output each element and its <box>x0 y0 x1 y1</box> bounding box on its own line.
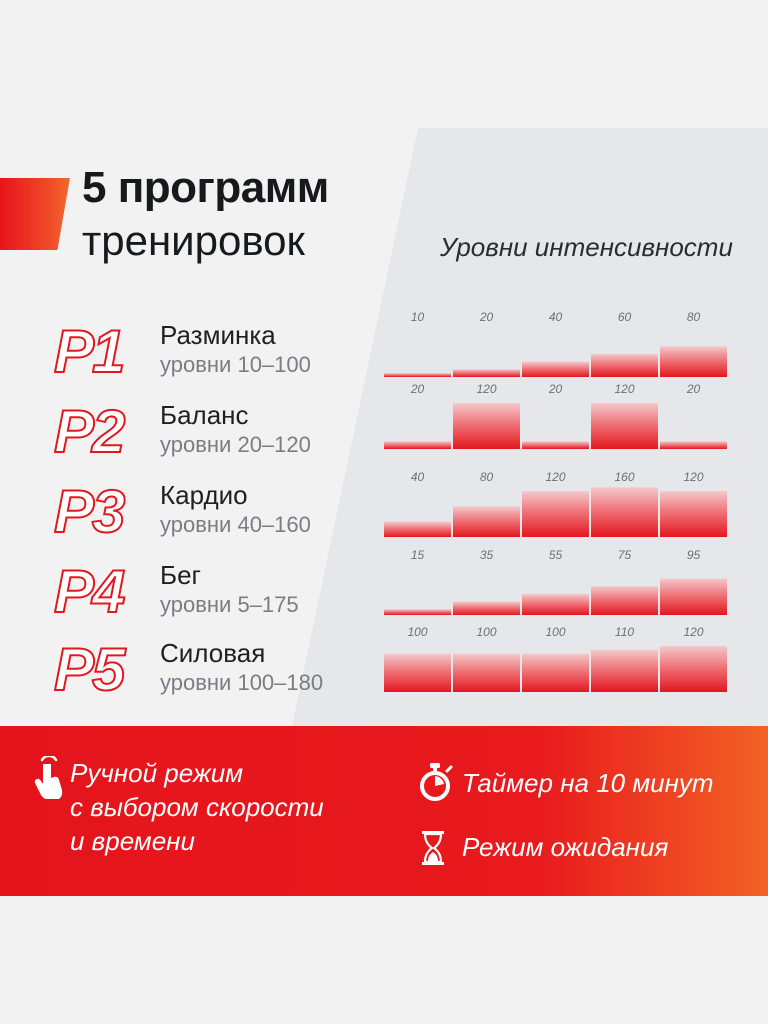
bar-label-p4-4: 75 <box>618 548 632 562</box>
bar-label-p2-2: 120 <box>476 382 496 396</box>
bar-p1-5 <box>660 346 727 377</box>
hourglass-icon <box>422 831 444 865</box>
program-p5: P5 Силовая уровни 100–180 <box>48 635 348 706</box>
bar-label-p3-4: 160 <box>614 470 634 484</box>
feature-manual: Ручной режим с выбором скорости и времен… <box>70 758 324 856</box>
chart-title: Уровни интенсивности <box>440 232 733 262</box>
bar-label-p1-1: 10 <box>411 310 425 324</box>
program-code: P4 <box>53 557 126 626</box>
program-levels: уровни 20–120 <box>160 432 311 457</box>
program-code: P1 <box>53 317 126 386</box>
program-name: Бег <box>160 560 202 590</box>
bar-label-p5-3: 100 <box>545 625 565 639</box>
bar-p5-2 <box>453 653 520 692</box>
program-code: P5 <box>53 635 126 704</box>
bar-label-p2-4: 120 <box>614 382 634 396</box>
program-levels: уровни 10–100 <box>160 352 311 377</box>
bar-p1-4 <box>591 354 658 377</box>
bar-p1-3 <box>522 361 589 377</box>
bar-p3-1 <box>384 521 451 537</box>
bar-p2-1 <box>384 441 451 449</box>
bar-label-p2-1: 20 <box>410 382 425 396</box>
bar-label-p3-2: 80 <box>480 470 494 484</box>
program-levels: уровни 40–160 <box>160 512 311 537</box>
stopwatch-icon <box>420 763 453 801</box>
bar-label-p1-3: 40 <box>549 310 563 324</box>
bar-label-p4-5: 95 <box>687 548 701 562</box>
page-title: 5 программ тренировок <box>82 166 329 262</box>
bar-label-p5-4: 110 <box>615 625 634 639</box>
bar-label-p1-4: 60 <box>618 310 632 324</box>
bar-p4-2 <box>453 601 520 615</box>
bar-p2-3 <box>522 441 589 449</box>
program-code: P3 <box>53 477 126 546</box>
bar-p3-4 <box>591 487 658 537</box>
bar-p5-1 <box>384 653 451 692</box>
bar-label-p4-3: 55 <box>549 548 563 562</box>
bar-label-p3-3: 120 <box>545 470 565 484</box>
program-p2: P2 Баланс уровни 20–120 <box>48 397 348 468</box>
program-name: Кардио <box>160 480 248 510</box>
program-p1: P1 Разминка уровни 10–100 <box>48 317 348 388</box>
finger-touch-icon <box>34 756 63 799</box>
bar-label-p3-5: 120 <box>683 470 703 484</box>
bar-p4-1 <box>384 609 451 615</box>
features-band: Ручной режим с выбором скорости и времен… <box>0 726 768 896</box>
feature-timer: Таймер на 10 минут <box>462 768 714 798</box>
bar-p4-3 <box>522 593 589 615</box>
bar-p2-5 <box>660 441 727 449</box>
feature-standby: Режим ожидания <box>462 832 669 862</box>
bar-label-p5-2: 100 <box>476 625 496 639</box>
title-line-2: тренировок <box>82 217 305 264</box>
bar-p3-3 <box>522 491 589 537</box>
bar-p5-3 <box>522 653 589 692</box>
bar-p5-5 <box>660 646 727 692</box>
program-name: Баланс <box>160 400 249 430</box>
bar-p1-1 <box>384 373 451 377</box>
program-name: Силовая <box>160 638 266 668</box>
bar-label-p4-1: 15 <box>411 548 425 562</box>
program-levels: уровни 100–180 <box>160 670 324 695</box>
title-line-1: 5 программ <box>82 163 329 212</box>
bar-p3-5 <box>660 491 727 537</box>
program-levels: уровни 5–175 <box>160 592 299 617</box>
bar-p4-4 <box>591 586 658 615</box>
bar-label-p3-1: 40 <box>411 470 425 484</box>
program-name: Разминка <box>160 320 276 350</box>
bar-label-p5-1: 100 <box>407 625 427 639</box>
program-code: P2 <box>53 397 126 466</box>
bar-p4-5 <box>660 578 727 615</box>
program-p4: P4 Бег уровни 5–175 <box>48 557 348 628</box>
bar-label-p2-5: 20 <box>686 382 701 396</box>
bar-label-p4-2: 35 <box>480 548 494 562</box>
bar-label-p2-3: 20 <box>548 382 563 396</box>
bar-p3-2 <box>453 506 520 537</box>
accent-shape <box>0 178 70 250</box>
bar-p5-4 <box>591 649 658 692</box>
bar-label-p1-5: 80 <box>687 310 701 324</box>
bar-p2-2 <box>453 403 520 449</box>
chart-panel <box>292 128 768 726</box>
bar-p1-2 <box>453 369 520 377</box>
bar-p2-4 <box>591 403 658 449</box>
program-p3: P3 Кардио уровни 40–160 <box>48 477 348 548</box>
bar-label-p1-2: 20 <box>479 310 494 324</box>
bar-label-p5-5: 120 <box>683 625 703 639</box>
